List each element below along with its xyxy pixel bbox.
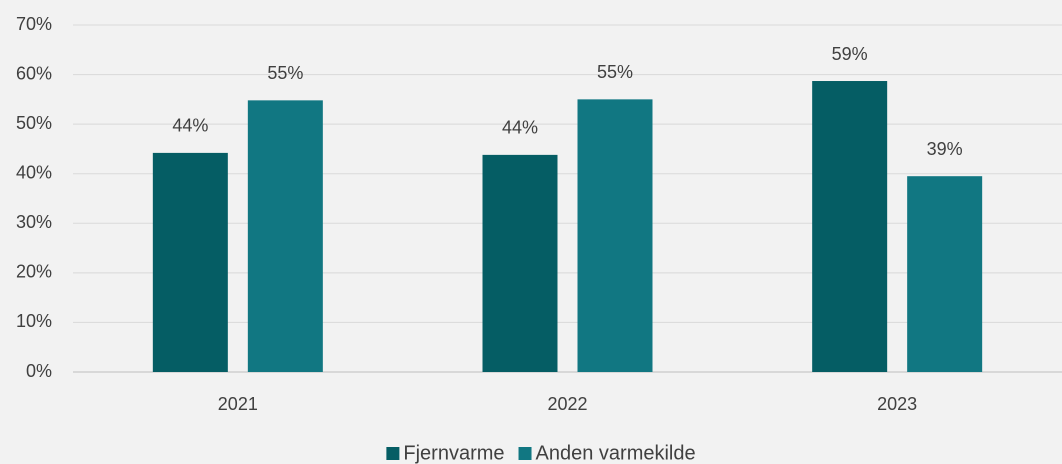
- bar: [812, 81, 888, 372]
- y-tick-label: 60%: [16, 63, 52, 83]
- value-label: 44%: [502, 118, 538, 138]
- value-label: 39%: [927, 139, 963, 159]
- legend-label: Anden varmekilde: [536, 442, 696, 464]
- bar: [577, 99, 653, 372]
- legend-label: Fjernvarme: [403, 442, 504, 464]
- bar: [482, 154, 558, 372]
- y-tick-label: 20%: [16, 262, 52, 282]
- value-label: 44%: [172, 116, 208, 136]
- y-tick-label: 50%: [16, 113, 52, 133]
- bar: [152, 152, 228, 372]
- y-tick-label: 30%: [16, 212, 52, 232]
- value-label: 55%: [267, 63, 303, 83]
- y-tick-label: 10%: [16, 311, 52, 331]
- y-tick-label: 70%: [16, 14, 52, 34]
- value-label: 55%: [597, 62, 633, 82]
- x-tick-label: 2022: [547, 394, 587, 414]
- bar: [907, 176, 983, 372]
- value-label: 59%: [832, 44, 868, 64]
- y-tick-label: 40%: [16, 162, 52, 182]
- legend-swatch: [518, 447, 532, 460]
- x-tick-label: 2021: [218, 394, 258, 414]
- legend-swatch: [386, 447, 400, 460]
- bar: [247, 100, 323, 372]
- x-tick-label: 2023: [877, 394, 917, 414]
- y-tick-label: 0%: [26, 361, 52, 381]
